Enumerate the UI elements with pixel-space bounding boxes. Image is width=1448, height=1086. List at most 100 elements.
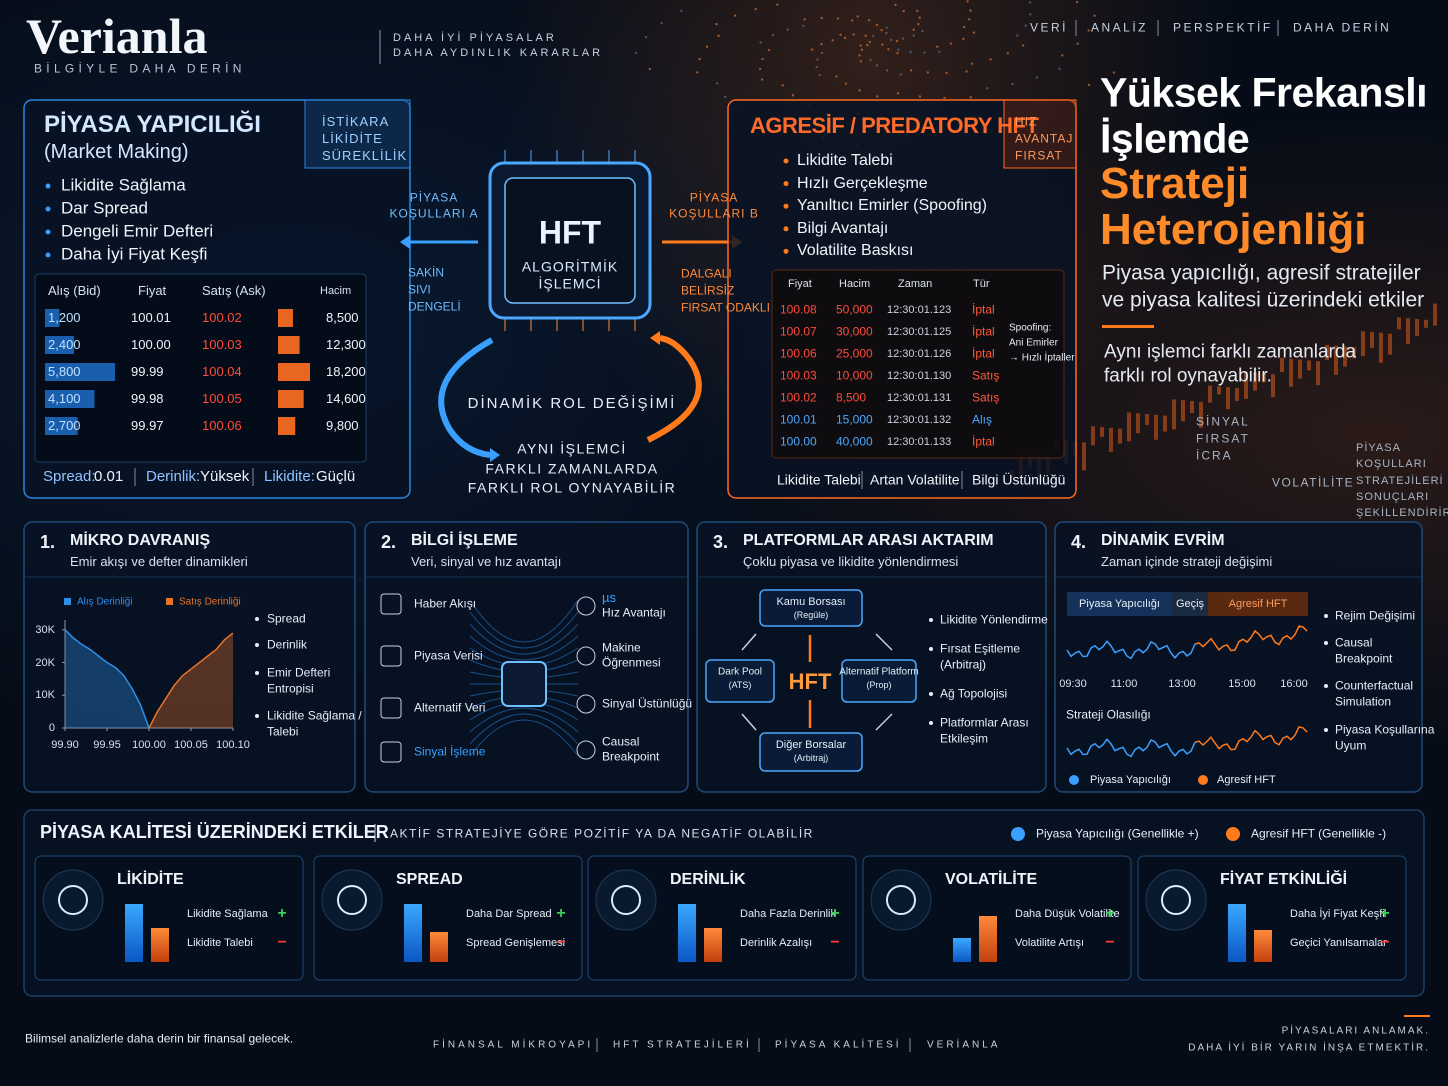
footer-motto: DAHA İYİ BİR YARIN İNŞA ETMEKTİR. xyxy=(1188,1042,1430,1054)
volume: 12,300 xyxy=(326,336,366,352)
y-tick-label: 0 xyxy=(48,721,55,734)
bg-candle xyxy=(1190,401,1194,413)
link xyxy=(875,713,893,731)
nav-link: ANALİZ xyxy=(1091,20,1149,35)
node-label: Diğer Borsalar xyxy=(775,738,847,751)
phase-band xyxy=(1172,592,1208,616)
tag-box xyxy=(1003,99,1077,169)
globe-dot xyxy=(835,75,838,78)
bullet: Yanıltıcı Emirler (Spoofing) xyxy=(797,197,987,215)
globe-dot xyxy=(859,44,862,47)
globe-dot xyxy=(969,96,972,99)
bullet: Platformlar Arası xyxy=(940,715,1029,730)
bg-candle xyxy=(1145,414,1149,425)
globe-dot xyxy=(881,43,884,46)
globe-dot xyxy=(680,9,683,13)
brand: Verianla xyxy=(26,8,208,64)
bg-candle xyxy=(1406,318,1410,345)
signal-line xyxy=(469,719,579,757)
price: 100.02 xyxy=(780,390,817,405)
bid-bar xyxy=(45,336,74,354)
price: 99.99 xyxy=(131,363,164,379)
negative-label: Spread Genişlemesi xyxy=(466,936,566,949)
negative-label: Geçici Yanılsamalar xyxy=(1290,936,1387,949)
bg-candle xyxy=(1163,415,1167,432)
footer-link: HFT STRATEJİLERİ xyxy=(613,1039,752,1051)
bullet: Volatilite Baskısı xyxy=(797,242,914,260)
globe-dot xyxy=(916,9,919,13)
column-header: Hacim xyxy=(320,284,352,297)
signal-line xyxy=(469,713,579,745)
panel-subtitle: (Market Making) xyxy=(44,141,189,163)
bid-size: 4,100 xyxy=(48,390,81,406)
volume-bar xyxy=(278,390,304,408)
section-title: MİKRO DAVRANIŞ xyxy=(70,532,211,550)
time-label: 13:00 xyxy=(1168,677,1196,690)
globe-dot xyxy=(1093,14,1096,17)
globe-dot xyxy=(989,58,992,61)
bg-candle xyxy=(1388,333,1392,355)
node-label: (ATS) xyxy=(728,680,752,691)
globe-dot xyxy=(648,67,651,71)
plus-sign: + xyxy=(556,905,566,923)
link xyxy=(875,633,893,651)
minus-sign: − xyxy=(277,934,287,952)
panel-title: AGRESİF / PREDATORY HFT xyxy=(750,112,1039,138)
globe-dot xyxy=(786,28,789,31)
globe-dot xyxy=(1061,54,1064,57)
globe-dot xyxy=(912,28,915,31)
chart-label: Strateji Olasılığı xyxy=(1066,707,1151,722)
globe-dot xyxy=(968,18,971,21)
bg-candle xyxy=(1289,358,1293,387)
impact-bar xyxy=(704,928,722,962)
ask-price: 100.02 xyxy=(202,309,242,325)
globe-dot xyxy=(802,24,805,28)
globe-dot xyxy=(850,19,854,22)
bg-candle xyxy=(1244,371,1248,399)
bullet: Dar Spread xyxy=(61,198,148,218)
globe-dot xyxy=(733,14,737,17)
bg-candle xyxy=(1199,401,1203,428)
bullet-dot xyxy=(1324,728,1328,732)
chip-core xyxy=(504,177,636,304)
bg-candle xyxy=(1361,331,1365,357)
output-label: µs xyxy=(602,589,616,605)
section-subtitle: Zaman içinde strateji değişimi xyxy=(1101,553,1273,569)
phase-label: Agresif HFT xyxy=(1228,597,1288,610)
bullet-dot xyxy=(45,183,51,189)
bg-candle xyxy=(1100,427,1104,437)
price: 100.01 xyxy=(780,412,817,427)
bullet: Hızlı Gerçekleşme xyxy=(797,174,928,192)
stat-value: Yüksek xyxy=(200,467,250,485)
globe-dot xyxy=(820,16,824,20)
input-label: Haber Akışı xyxy=(414,596,477,611)
tag: LİKİDİTE xyxy=(322,130,383,146)
signal-line xyxy=(469,635,579,661)
positive-label: Daha Dar Spread xyxy=(466,907,552,920)
ask-price: 100.04 xyxy=(202,363,242,379)
globe-dot xyxy=(860,48,864,52)
bg-candle xyxy=(1262,373,1266,383)
globe-dot xyxy=(852,33,855,36)
node-label: (Regüle) xyxy=(793,610,829,621)
card-title: LİKİDİTE xyxy=(117,871,184,889)
conditions-label: PİYASA xyxy=(1356,441,1401,454)
bg-candle xyxy=(1127,412,1131,442)
tagline: BİLGİYLE DAHA DERİN xyxy=(34,61,246,76)
price: 100.01 xyxy=(131,309,171,325)
column-header: Fiyat xyxy=(138,282,167,298)
globe-dot xyxy=(966,0,969,3)
input-label: Sinyal İşleme xyxy=(414,744,486,759)
hero-accent: Strateji xyxy=(1100,158,1250,208)
impact-bar xyxy=(1254,930,1272,962)
legend-label: Satış Derinliği xyxy=(179,596,241,608)
condition-b: KOŞULLARI B xyxy=(669,206,759,221)
globe-dot xyxy=(1058,67,1061,71)
bid-size: 2,700 xyxy=(48,417,81,433)
volume: 10,000 xyxy=(836,368,873,383)
icon xyxy=(380,741,402,763)
globe-dot xyxy=(843,36,847,40)
bullet-dot xyxy=(1324,684,1328,688)
icon xyxy=(576,740,596,760)
